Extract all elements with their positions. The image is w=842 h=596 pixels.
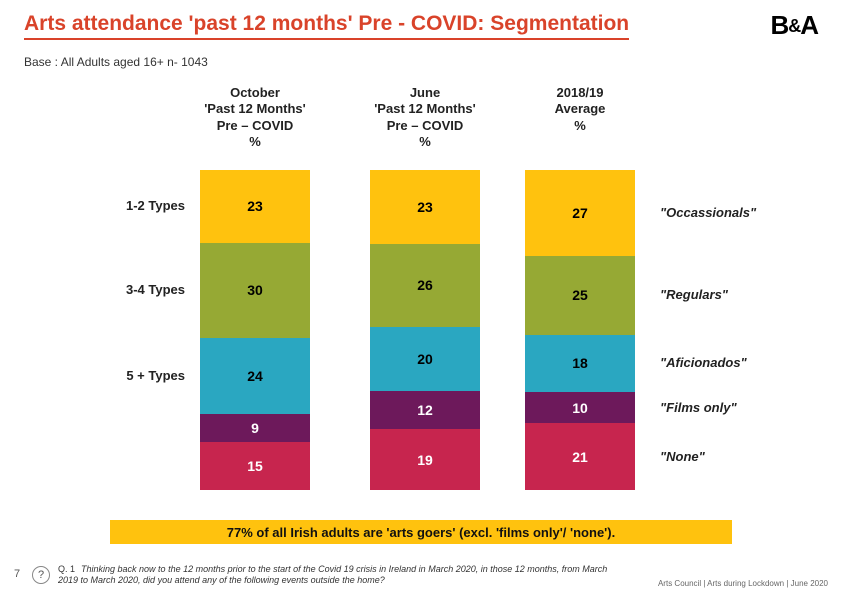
stack-segment: 9	[200, 414, 310, 443]
credit: Arts Council | Arts during Lockdown | Ju…	[658, 579, 828, 588]
stack-segment: 12	[370, 391, 480, 429]
footnote-label: Q. 1	[58, 564, 75, 574]
col-header-2: June'Past 12 Months'Pre – COVID%	[355, 85, 495, 150]
stack-segment: 30	[200, 243, 310, 338]
segment-label: "Aficionados"	[660, 355, 810, 370]
footnote-text: Thinking back now to the 12 months prior…	[58, 564, 607, 585]
stack-segment: 24	[200, 338, 310, 414]
stack-segment: 21	[525, 423, 635, 490]
segment-label: "None"	[660, 449, 810, 464]
logo-a: A	[800, 10, 818, 40]
stack-segment: 27	[525, 170, 635, 256]
footer: 7 ? Q. 1Thinking back now to the 12 mont…	[0, 551, 842, 596]
stack-col-3: 2725181021	[525, 170, 635, 490]
col-header-3: 2018/19Average%	[520, 85, 640, 134]
segment-label: "Regulars"	[660, 287, 810, 302]
page-title: Arts attendance 'past 12 months' Pre - C…	[24, 12, 629, 40]
col-header-1: October'Past 12 Months'Pre – COVID%	[185, 85, 325, 150]
stack-segment: 10	[525, 392, 635, 424]
stack-segment: 23	[200, 170, 310, 243]
stack-segment: 15	[200, 442, 310, 490]
stack-segment: 20	[370, 327, 480, 391]
row-label: 5 + Types	[85, 368, 185, 383]
stack-col-1: 233024915	[200, 170, 310, 490]
segment-label: "Films only"	[660, 400, 810, 415]
stack-segment: 26	[370, 244, 480, 327]
row-label: 3-4 Types	[85, 282, 185, 297]
stack-segment: 25	[525, 256, 635, 335]
base-text: Base : All Adults aged 16+ n- 1043	[24, 55, 208, 69]
segment-label: "Occassionals"	[660, 205, 810, 220]
footnote: Q. 1Thinking back now to the 12 months p…	[58, 564, 618, 586]
stack-segment: 23	[370, 170, 480, 244]
row-label: 1-2 Types	[85, 198, 185, 213]
page-number: 7	[14, 568, 20, 580]
stack-segment: 18	[525, 335, 635, 392]
question-icon: ?	[32, 566, 50, 584]
logo-amp: &	[788, 16, 800, 36]
brand-logo: B&A	[770, 10, 818, 41]
chart-area: October'Past 12 Months'Pre – COVID% June…	[0, 85, 842, 505]
highlight-bar: 77% of all Irish adults are 'arts goers'…	[110, 520, 732, 544]
logo-b: B	[770, 10, 788, 40]
stack-segment: 19	[370, 429, 480, 490]
stack-col-2: 2326201219	[370, 170, 480, 490]
